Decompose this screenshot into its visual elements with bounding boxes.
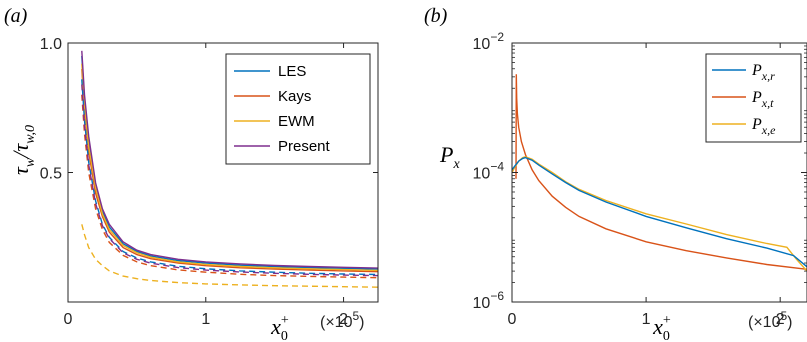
y-tick-label-a: 1.0 bbox=[40, 36, 62, 53]
x-tick-label-b: 2 bbox=[776, 311, 785, 328]
series-line-a-present bbox=[81, 50, 378, 269]
legend-label-b: Px,e bbox=[751, 116, 776, 137]
y-tick-label-b: 10−6 bbox=[473, 289, 505, 312]
legend-label-a: LES bbox=[278, 63, 306, 80]
panel-b-label: (b) bbox=[424, 5, 448, 27]
legend-label-b: Px,r bbox=[751, 62, 775, 83]
x-tick-label-a: 0 bbox=[64, 311, 73, 328]
plot-area-a: 0 1 2 0.5 1.0 LES Kays EWM Present bbox=[40, 36, 379, 328]
legend-label-b: Px,t bbox=[751, 89, 774, 110]
panel-b-ylabel: Px bbox=[439, 142, 460, 172]
y-tick-label-a: 0.5 bbox=[40, 166, 62, 183]
legend-a: LES Kays EWM Present bbox=[225, 53, 371, 165]
x-tick-label-b: 1 bbox=[642, 311, 651, 328]
x-tick-label-a: 1 bbox=[201, 311, 210, 328]
panel-b-multiplier: (×105) bbox=[748, 309, 792, 331]
series-line-b-1 bbox=[515, 74, 807, 270]
y-tick-label-b: 10−4 bbox=[473, 160, 505, 183]
y-tick-label-b: 10−2 bbox=[473, 30, 505, 53]
panel-b-xlabel: x0+ bbox=[652, 313, 671, 342]
series-line-b-2 bbox=[512, 156, 807, 272]
panel-a-label: (a) bbox=[4, 5, 28, 27]
panel-b: (b) Px x0+ (×105) bbox=[424, 5, 792, 342]
series-line-a-dashed-6 bbox=[81, 224, 378, 288]
series-line-a-kays bbox=[81, 68, 378, 273]
series-line-a-dashed-7 bbox=[81, 84, 378, 277]
legend-label-a: Kays bbox=[278, 88, 311, 105]
series-line-b-0 bbox=[512, 156, 807, 268]
series-line-a-dashed-5 bbox=[81, 94, 378, 279]
x-tick-label-a: 2 bbox=[339, 311, 348, 328]
panel-a-ylabel: τw/τw,0 bbox=[8, 125, 38, 175]
series-line-a-dashed-4 bbox=[81, 79, 378, 276]
panel-a-xlabel: x0+ bbox=[270, 313, 289, 342]
plot-area-b: 0 1 2 10−6 10−4 10−2 Px,r Px,t Px,e bbox=[473, 30, 807, 328]
legend-label-a: Present bbox=[278, 138, 331, 155]
x-tick-label-b: 0 bbox=[508, 311, 517, 328]
legend-b: Px,r Px,t Px,e bbox=[705, 53, 802, 143]
series-line-a-ewm bbox=[81, 63, 378, 272]
legend-label-a: EWM bbox=[278, 113, 315, 130]
